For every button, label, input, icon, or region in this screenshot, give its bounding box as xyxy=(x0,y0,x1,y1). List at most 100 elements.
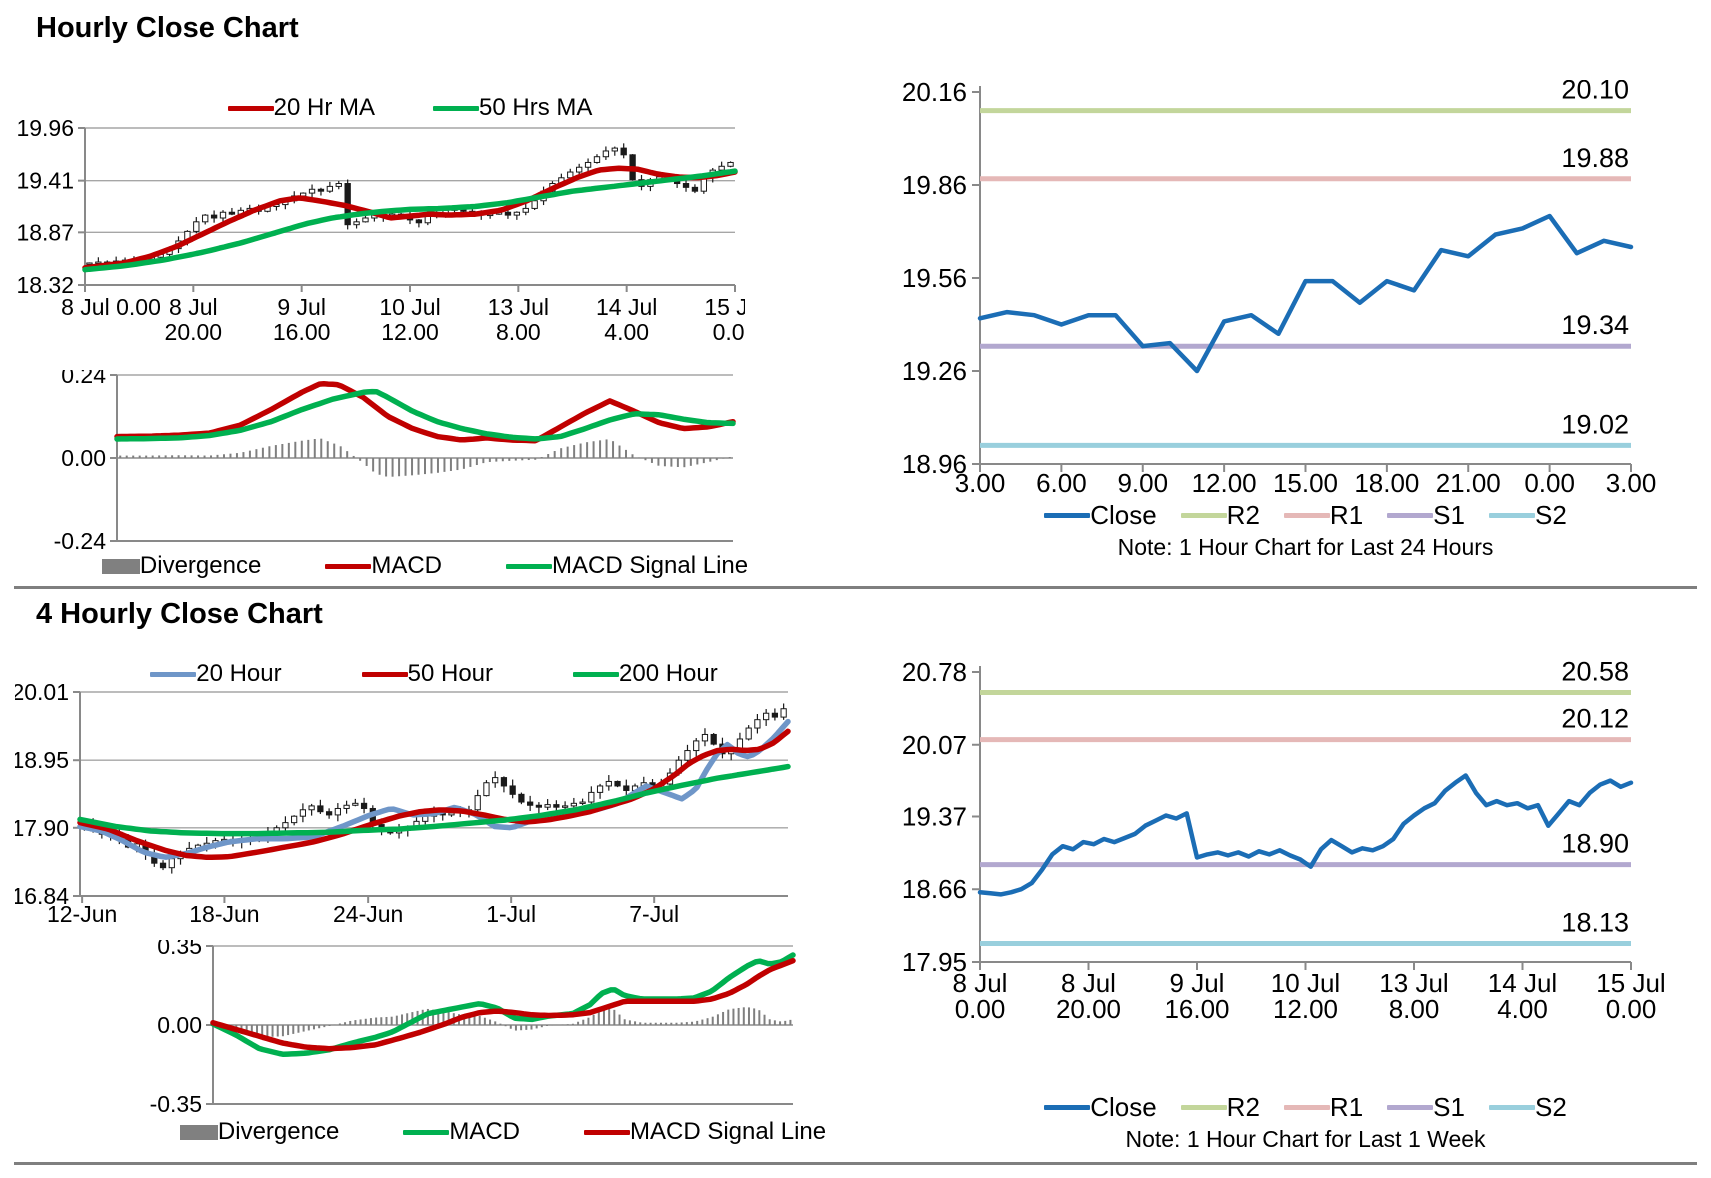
svg-text:14 Jul: 14 Jul xyxy=(596,294,657,320)
svg-text:18.90: 18.90 xyxy=(1561,829,1629,859)
legend-label: S1 xyxy=(1433,500,1465,530)
legend-item-macd: MACD xyxy=(403,1118,520,1146)
svg-text:17.90: 17.90 xyxy=(15,815,69,841)
legend-item-divergence: Divergence xyxy=(101,552,261,580)
svg-text:0.00: 0.00 xyxy=(1524,468,1575,498)
line-swatch-icon xyxy=(433,105,479,111)
legend-item-s2: S2 xyxy=(1488,500,1567,531)
svg-text:4.00: 4.00 xyxy=(604,319,649,345)
legend-item-r2: R2 xyxy=(1180,500,1260,531)
legend-label: S2 xyxy=(1534,1092,1567,1122)
legend-label: 20 Hour xyxy=(196,660,282,687)
section-divider-1 xyxy=(14,586,1697,589)
svg-text:20.10: 20.10 xyxy=(1561,80,1629,105)
svg-text:12-Jun: 12-Jun xyxy=(47,901,117,927)
svg-text:20.58: 20.58 xyxy=(1561,656,1629,686)
svg-text:19.37: 19.37 xyxy=(902,801,967,831)
svg-text:19.86: 19.86 xyxy=(902,170,967,200)
legend-item-s1: S1 xyxy=(1387,1092,1465,1123)
svg-text:19.96: 19.96 xyxy=(16,115,74,141)
legend-item-20-hour: 20 Hour xyxy=(150,660,282,688)
legend-item-s2: S2 xyxy=(1488,1092,1567,1123)
legend-label: R1 xyxy=(1329,1092,1364,1122)
line-swatch-icon xyxy=(1044,1105,1091,1110)
line-swatch-icon xyxy=(1488,513,1535,518)
section-title-4hourly: 4 Hourly Close Chart xyxy=(36,598,323,630)
svg-text:13 Jul: 13 Jul xyxy=(1379,968,1448,998)
line-swatch-icon xyxy=(325,563,372,569)
svg-text:18.13: 18.13 xyxy=(1561,908,1629,938)
bottom-divider xyxy=(14,1162,1697,1165)
legend-item-r2: R2 xyxy=(1180,1092,1260,1123)
weekly-levels-note: Note: 1 Hour Chart for Last 1 Week xyxy=(1125,1126,1486,1152)
legend-label: 200 Hour xyxy=(619,660,718,687)
line-swatch-icon xyxy=(1180,1105,1227,1110)
svg-text:0.00: 0.00 xyxy=(61,445,106,471)
legend-item-200-hour: 200 Hour xyxy=(573,660,718,688)
legend-label: MACD xyxy=(449,1118,520,1145)
legend-label: R2 xyxy=(1226,500,1260,530)
svg-text:20.07: 20.07 xyxy=(902,730,967,760)
svg-text:18.32: 18.32 xyxy=(16,272,74,298)
svg-text:8 Jul: 8 Jul xyxy=(953,968,1008,998)
legend-item-50-hrs-ma: 50 Hrs MA xyxy=(433,94,592,122)
svg-text:3.00: 3.00 xyxy=(955,468,1006,498)
svg-text:8.00: 8.00 xyxy=(1389,994,1440,1024)
svg-text:20.00: 20.00 xyxy=(1056,994,1121,1024)
legend-label: 50 Hour xyxy=(407,660,494,687)
svg-text:1-Jul: 1-Jul xyxy=(486,901,536,927)
svg-text:12.00: 12.00 xyxy=(1192,468,1257,498)
legend-label: S1 xyxy=(1433,1092,1465,1122)
line-swatch-icon xyxy=(1488,1105,1535,1110)
line-swatch-icon xyxy=(1387,513,1434,518)
svg-text:16.84: 16.84 xyxy=(15,883,69,909)
svg-text:3.00: 3.00 xyxy=(1606,468,1657,498)
svg-text:18-Jun: 18-Jun xyxy=(189,901,259,927)
svg-text:6.00: 6.00 xyxy=(1036,468,1087,498)
four-hourly-macd-chart: 0.35 0.00 -0.35 xyxy=(150,940,796,1112)
svg-text:19.56: 19.56 xyxy=(902,263,967,293)
divergence-swatch-icon xyxy=(179,1124,218,1140)
legend-label: S2 xyxy=(1534,500,1567,530)
svg-text:16.00: 16.00 xyxy=(273,319,331,345)
legend-item-s1: S1 xyxy=(1387,500,1465,531)
svg-text:13 Jul: 13 Jul xyxy=(488,294,549,320)
svg-text:7-Jul: 7-Jul xyxy=(629,901,679,927)
legend-item-macd-signal-line: MACD Signal Line xyxy=(506,552,748,580)
svg-text:9 Jul: 9 Jul xyxy=(277,294,326,320)
hourly-price-legend: 20 Hr MA 50 Hrs MA xyxy=(85,94,735,122)
section-title-hourly: Hourly Close Chart xyxy=(36,12,299,44)
svg-text:18.87: 18.87 xyxy=(16,219,74,245)
svg-text:24-Jun: 24-Jun xyxy=(333,901,403,927)
svg-text:18.66: 18.66 xyxy=(902,874,967,904)
line-swatch-icon xyxy=(1044,513,1091,518)
legend-label: Divergence xyxy=(217,1118,340,1145)
svg-text:0.00: 0.00 xyxy=(713,319,745,345)
svg-text:18.96: 18.96 xyxy=(902,449,967,479)
svg-text:17.95: 17.95 xyxy=(902,947,967,977)
svg-text:19.88: 19.88 xyxy=(1561,143,1629,173)
svg-text:20.16: 20.16 xyxy=(902,80,967,107)
line-swatch-icon xyxy=(1283,1105,1330,1110)
legend-label: 50 Hrs MA xyxy=(479,94,593,121)
legend-label: R2 xyxy=(1226,1092,1260,1122)
svg-text:0.00: 0.00 xyxy=(157,1012,202,1038)
svg-text:12.00: 12.00 xyxy=(1273,994,1338,1024)
svg-text:20.01: 20.01 xyxy=(15,679,69,705)
line-swatch-icon xyxy=(361,671,408,677)
legend-item-macd-signal-line: MACD Signal Line xyxy=(584,1118,826,1146)
svg-text:18.00: 18.00 xyxy=(1354,468,1419,498)
svg-text:16.00: 16.00 xyxy=(1164,994,1229,1024)
legend-item-macd: MACD xyxy=(325,552,442,580)
svg-text:9.00: 9.00 xyxy=(1117,468,1168,498)
line-swatch-icon xyxy=(506,563,552,569)
svg-text:8 Jul: 8 Jul xyxy=(1061,968,1116,998)
svg-text:15 Jul: 15 Jul xyxy=(704,294,745,320)
svg-text:10 Jul: 10 Jul xyxy=(379,294,440,320)
svg-text:9 Jul: 9 Jul xyxy=(1170,968,1225,998)
legend-item-divergence: Divergence xyxy=(179,1118,340,1146)
svg-text:12.00: 12.00 xyxy=(381,319,439,345)
